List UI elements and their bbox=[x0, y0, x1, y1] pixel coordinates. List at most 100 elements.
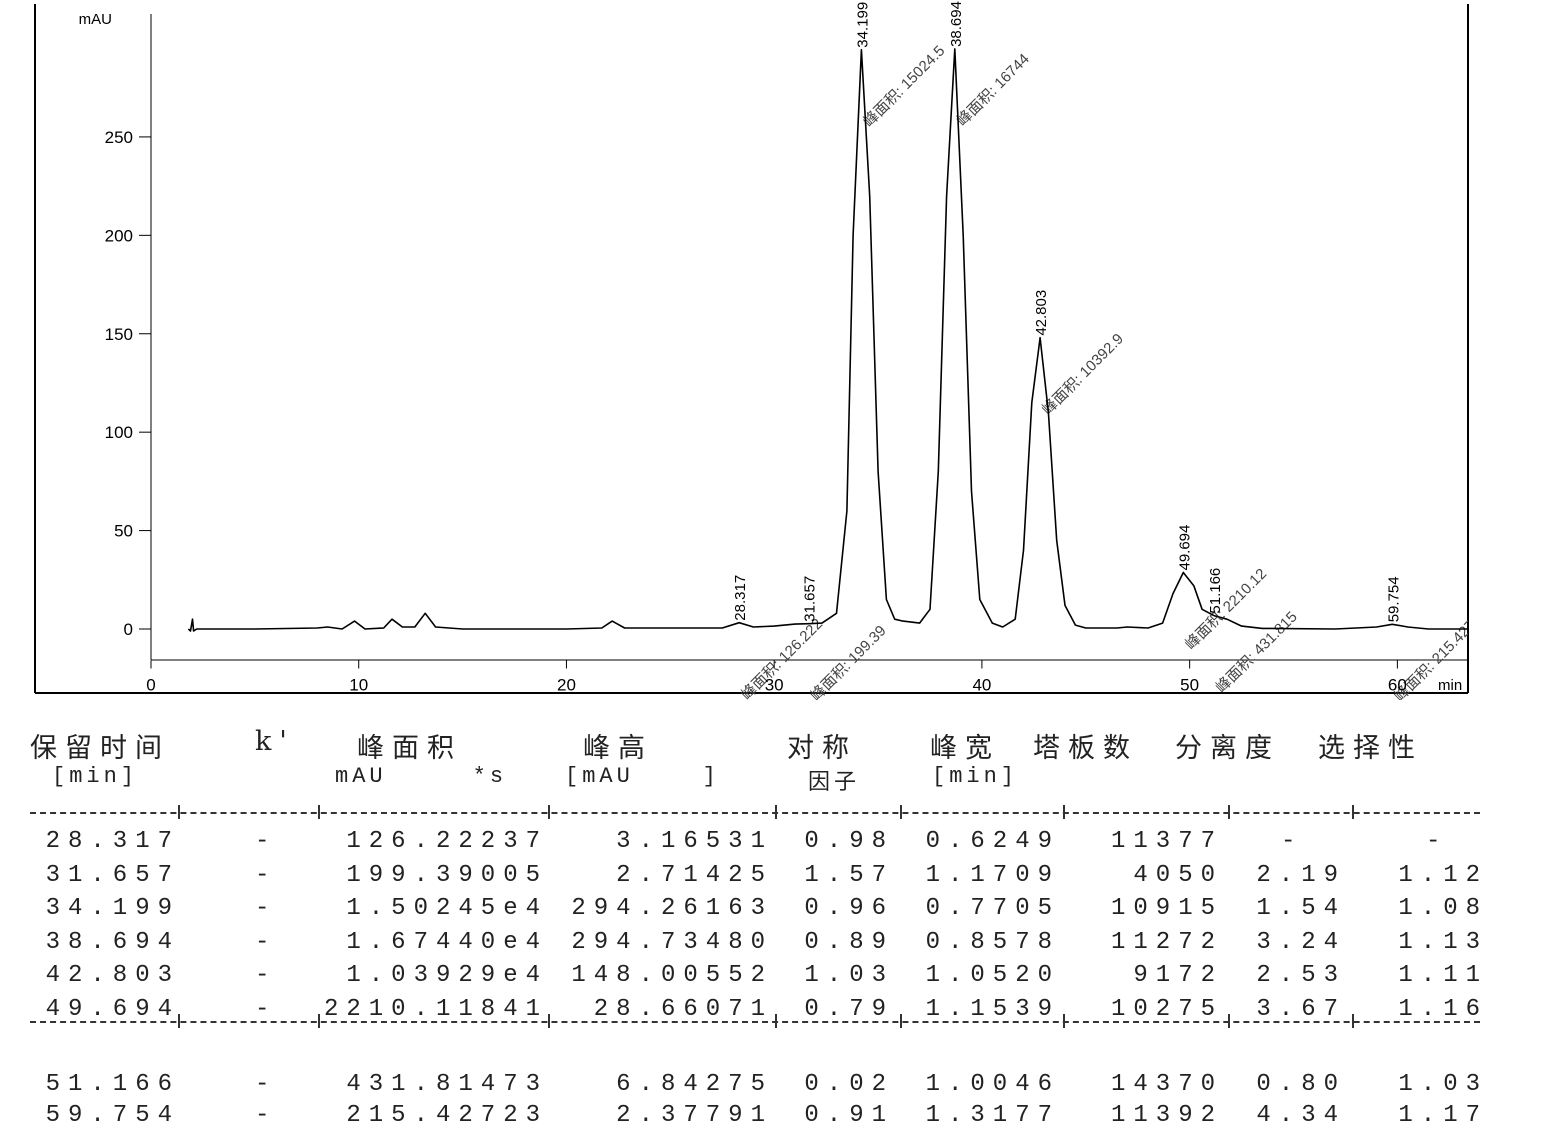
separator-bar bbox=[900, 1014, 902, 1028]
table-cell: 1.13 bbox=[1398, 928, 1488, 956]
separator-bar bbox=[1352, 805, 1354, 819]
table-cell: 1.11 bbox=[1398, 962, 1488, 989]
column-header: 塔板数 bbox=[1033, 733, 1138, 764]
table-cell: 9172 bbox=[1133, 962, 1223, 989]
table-cell: 6.84275 bbox=[616, 1071, 773, 1098]
peak-time-label: 51.166 bbox=[1207, 568, 1224, 614]
x-tick-label: 50 bbox=[1180, 676, 1199, 695]
table-cell: 1.12 bbox=[1398, 861, 1488, 889]
column-unit: [mAU ] bbox=[565, 764, 720, 789]
peak-time-label: 59.754 bbox=[1385, 576, 1402, 622]
separator-bar bbox=[178, 805, 180, 819]
table-cell: 1.08 bbox=[1398, 895, 1488, 922]
separator-bar bbox=[1352, 1014, 1354, 1028]
table-cell: 1.54 bbox=[1256, 895, 1346, 922]
table-cell: 294.73480 bbox=[571, 928, 773, 956]
table-cell: 0.91 bbox=[804, 1101, 894, 1129]
table-cell: 199.39005 bbox=[346, 861, 548, 889]
table-cell: - bbox=[255, 962, 278, 989]
separator-bar bbox=[178, 1014, 180, 1028]
column-unit: 因子 bbox=[808, 771, 861, 796]
column-header: 峰宽 bbox=[930, 733, 1000, 764]
table-cell: 215.42723 bbox=[346, 1101, 548, 1129]
separator-bar bbox=[318, 805, 320, 819]
table-cell: 10915 bbox=[1110, 895, 1223, 922]
table-cell: 0.6249 bbox=[925, 828, 1060, 855]
x-tick-label: 20 bbox=[557, 676, 576, 695]
table-cell: 51.166 bbox=[45, 1071, 180, 1098]
separator-bar bbox=[548, 805, 550, 819]
table-cell: 1.50245e4 bbox=[346, 895, 548, 922]
table-cell: 11272 bbox=[1110, 928, 1223, 956]
table-cell: - bbox=[255, 1071, 278, 1098]
table-cell: 1.03 bbox=[1398, 1071, 1488, 1098]
table-cell: 0.80 bbox=[1256, 1071, 1346, 1098]
separator-bar bbox=[1063, 1014, 1065, 1028]
separator-bar bbox=[1228, 1014, 1230, 1028]
table-cell: 1.1539 bbox=[925, 995, 1060, 1023]
column-header: 选择性 bbox=[1318, 733, 1423, 764]
y-axis-label: mAU bbox=[79, 11, 112, 28]
table-cell: 2210.11841 bbox=[323, 995, 548, 1023]
table-cell: 0.89 bbox=[804, 928, 894, 956]
table-cell: 431.81473 bbox=[346, 1071, 548, 1098]
table-cell: - bbox=[255, 861, 278, 889]
table-cell: 1.57 bbox=[804, 861, 894, 889]
table-cell: 59.754 bbox=[45, 1101, 180, 1129]
y-tick-label: 0 bbox=[124, 620, 133, 639]
peak-time-label: 28.317 bbox=[732, 575, 749, 621]
x-tick-label: 60 bbox=[1388, 676, 1407, 695]
table-cell: 11392 bbox=[1110, 1101, 1223, 1129]
separator-bar bbox=[548, 1014, 550, 1028]
table-cell: 2.53 bbox=[1256, 962, 1346, 989]
y-tick-label: 150 bbox=[105, 325, 133, 344]
x-axis-label: min bbox=[1438, 677, 1462, 694]
table-cell: 3.24 bbox=[1256, 928, 1346, 956]
table-cell: 0.7705 bbox=[925, 895, 1060, 922]
table-cell: - bbox=[1281, 828, 1304, 855]
table-cell: 31.657 bbox=[45, 861, 180, 889]
separator bbox=[30, 812, 1480, 814]
table-cell: 1.03 bbox=[804, 962, 894, 989]
table-cell: 0.8578 bbox=[925, 928, 1060, 956]
table-cell: 1.16 bbox=[1398, 995, 1488, 1023]
table-cell: 3.67 bbox=[1256, 995, 1346, 1023]
table-cell: 4050 bbox=[1133, 861, 1223, 889]
separator-bar bbox=[775, 805, 777, 819]
table-cell: - bbox=[255, 828, 278, 855]
table-cell: 0.02 bbox=[804, 1071, 894, 1098]
table-cell: 49.694 bbox=[45, 995, 180, 1023]
table-cell: - bbox=[1426, 828, 1449, 855]
peak-time-label: 49.694 bbox=[1176, 525, 1193, 571]
column-unit: mAU *s bbox=[335, 764, 508, 789]
table-cell: 3.16531 bbox=[616, 828, 773, 855]
x-tick-label: 0 bbox=[146, 676, 155, 695]
table-cell: 294.26163 bbox=[571, 895, 773, 922]
x-tick-label: 10 bbox=[349, 676, 368, 695]
separator-bar bbox=[1228, 805, 1230, 819]
separator-bar bbox=[900, 805, 902, 819]
table-cell: 1.1709 bbox=[925, 861, 1060, 889]
table-cell: 1.17 bbox=[1398, 1101, 1488, 1129]
x-tick-label: 40 bbox=[972, 676, 991, 695]
table-cell: 10275 bbox=[1110, 995, 1223, 1023]
table-cell: 1.0046 bbox=[925, 1071, 1060, 1098]
peak-time-label: 31.657 bbox=[802, 576, 819, 622]
table-cell: 1.67440e4 bbox=[346, 928, 548, 956]
table-cell: - bbox=[255, 895, 278, 922]
table-cell: 28.66071 bbox=[593, 995, 773, 1023]
separator-bar bbox=[318, 1014, 320, 1028]
table-cell: - bbox=[255, 995, 278, 1023]
table-cell: 148.00552 bbox=[571, 962, 773, 989]
table-cell: 34.199 bbox=[45, 895, 180, 922]
table-cell: 0.96 bbox=[804, 895, 894, 922]
y-tick-label: 250 bbox=[105, 128, 133, 147]
table-cell: 4.34 bbox=[1256, 1101, 1346, 1129]
table-cell: 14370 bbox=[1110, 1071, 1223, 1098]
table-cell: 0.79 bbox=[804, 995, 894, 1023]
column-header: 峰面积 bbox=[357, 733, 462, 764]
separator-bar bbox=[1063, 805, 1065, 819]
